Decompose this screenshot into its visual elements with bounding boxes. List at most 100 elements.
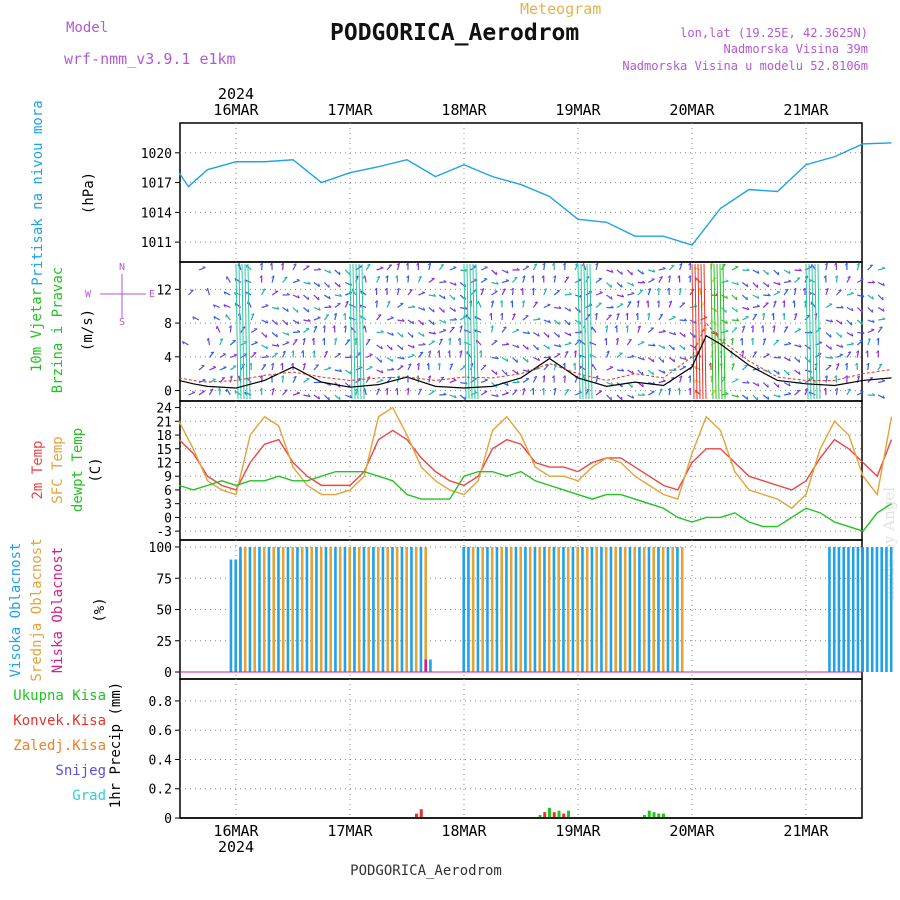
cloud-bar [234,559,237,672]
cloud-bar [248,547,252,672]
cloud-bar [353,547,356,672]
wind-streak [700,263,704,400]
cloud-bar [661,547,665,672]
cloud-bar [272,547,275,672]
bottom-day-label: 19MAR [555,822,601,840]
cloud-bar [566,547,570,672]
panel-frame-p [179,122,863,263]
temp-sfc-line [178,406,893,510]
cloud-bar [372,547,375,672]
cloud-tick-label: 50 [156,604,172,619]
cloud-bar [571,547,575,672]
wind-streak [808,263,812,400]
cloud-bar [376,547,380,672]
precip-bar [548,807,551,818]
wind-streak [463,263,467,400]
wind-streak [817,263,821,400]
elevation-label: Nadmorska Visina 39m [723,42,869,56]
wind-streak [716,263,720,400]
wind-streak [466,263,470,400]
cloud-bar [253,547,256,672]
temp-tick-label: -3 [156,525,172,540]
dewpoint-line [178,470,892,532]
compass-s: S [119,317,125,328]
cloud-bar [576,547,579,672]
precip-bar [543,812,547,818]
cloud-bar [362,547,366,672]
cloud-bar [367,547,370,672]
wind-streak [722,263,726,400]
top-day-label: 16MAR [213,101,259,119]
precip-legend-4: Grad [72,788,106,804]
cloud-bar [533,547,537,672]
cloud-bar [467,547,470,672]
precip-bar [415,813,418,818]
cloud-bar [657,547,660,672]
cloud-bar [524,547,527,672]
wind-streak [577,263,581,400]
compass-e: E [149,289,155,300]
cloud-bar [628,547,632,672]
cloud-bar [633,547,636,672]
cloud-bar [495,547,499,672]
cloud-bar [334,547,337,672]
cloud-bar [291,547,294,672]
cloud-bar [310,547,313,672]
cloud-bar [828,547,831,672]
wind-streak [238,263,242,400]
temp-tick-label: 9 [164,470,172,485]
precip-bar [419,809,423,818]
cloud-bar [528,547,532,672]
cloud-bar [832,547,836,672]
cloud-bar [243,547,247,672]
cloud-high-label: Visoka Oblacnost [8,543,24,678]
cloud-unit-label: (%) [92,597,108,622]
cloud-bar [286,547,290,672]
cloud-bar [647,547,651,672]
cloud-bar [585,547,589,672]
cloud-bar [348,547,351,672]
top-day-label: 17MAR [327,101,373,119]
cloud-bar [590,547,594,672]
compass-w: W [85,289,92,300]
meteogram-label: Meteogram [520,0,602,18]
wind-streak [710,263,714,400]
bottom-day-label: 21MAR [783,822,829,840]
wind-streak [583,263,587,400]
wind-streak [589,263,593,400]
wind-streak [805,263,809,400]
bottom-day-label: 18MAR [441,822,487,840]
cloud-bar [851,547,855,672]
cloud-bar [329,547,332,672]
top-day-label: 19MAR [555,101,601,119]
wind-tick-label: 8 [164,317,172,332]
temp-tick-label: 18 [156,429,172,444]
temp-tick-label: 3 [164,498,172,513]
cloud-bar [300,547,304,672]
cloud-bar [414,547,418,672]
cloud-bar [305,547,309,672]
cloud-bar [338,547,342,672]
cloud-bar [405,547,408,672]
cloud-bar [581,547,584,672]
cloud-bar [476,547,480,672]
cloud-bar [424,547,427,672]
cloud-bar [386,547,389,672]
precip-bar [647,810,651,818]
pressure-tick-label: 1014 [141,206,172,221]
wind-streak [247,263,251,400]
cloud-bar [500,547,503,672]
temp-2m-label: 2m Temp [30,440,46,499]
bottom-day-label: 20MAR [669,822,715,840]
temp-unit-label: (C) [88,457,104,482]
cloud-bar [856,547,860,672]
top-day-label: 21MAR [783,101,829,119]
cloud-bar [239,547,242,672]
precip-bar [557,810,561,818]
wind-streak [697,263,701,400]
cloud-low-label: Niska Oblacnost [50,547,66,673]
cloud-bar [623,547,627,672]
cloud-bar [395,547,399,672]
bottom-day-label: 17MAR [327,822,373,840]
